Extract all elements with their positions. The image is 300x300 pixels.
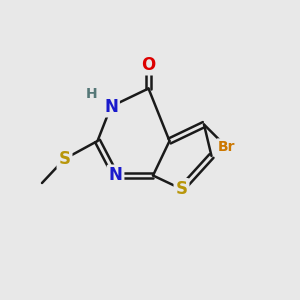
Text: S: S [58, 150, 70, 168]
Text: S: S [176, 180, 188, 198]
Text: N: N [104, 98, 118, 116]
Text: H: H [86, 88, 97, 101]
Text: O: O [141, 56, 156, 74]
Text: N: N [109, 167, 122, 184]
Text: Br: Br [218, 140, 235, 154]
